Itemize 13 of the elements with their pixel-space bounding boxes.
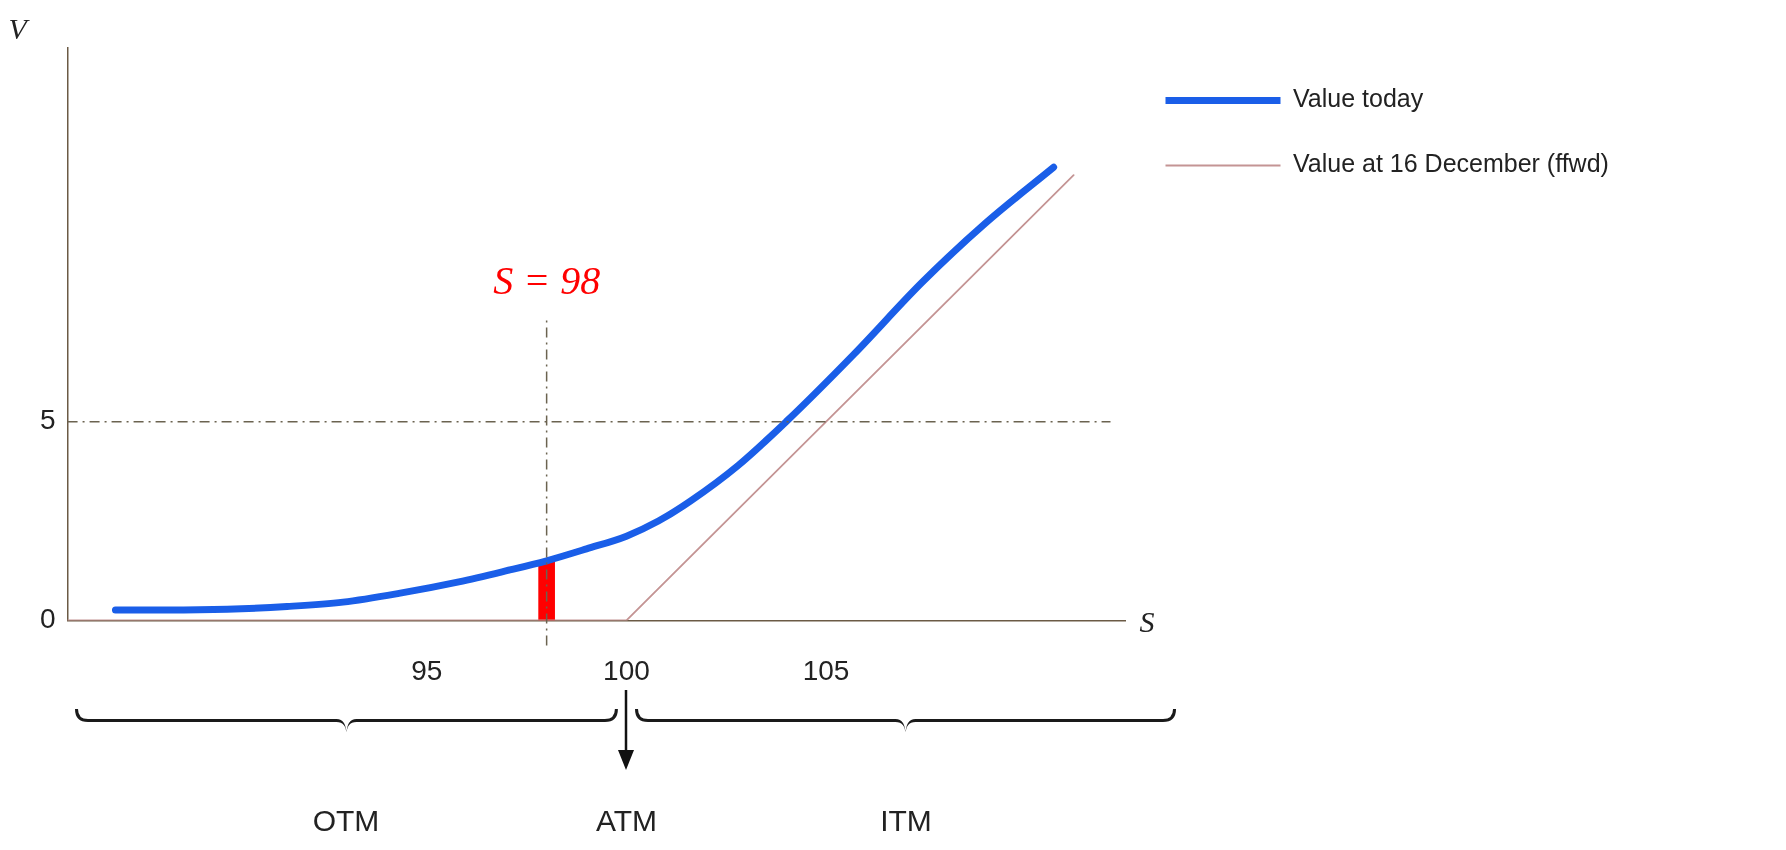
ref-line-label: S = 98: [493, 257, 601, 303]
x-tick-label: 95: [411, 654, 443, 686]
x-tick-label: 105: [802, 654, 850, 686]
text: ATM: [594, 804, 658, 838]
legend-label: Value at 16 December (ffwd): [1293, 149, 1609, 178]
text: OTM: [311, 804, 381, 838]
x-axis-title: S: [1139, 605, 1155, 639]
y-tick-label: 0: [39, 603, 56, 635]
y-tick-label: 5: [39, 404, 56, 436]
text: ITM: [879, 804, 933, 838]
legend-label: Value today: [1293, 84, 1424, 113]
x-tick-label: 100: [603, 654, 650, 686]
y-axis-title: V: [8, 11, 31, 45]
